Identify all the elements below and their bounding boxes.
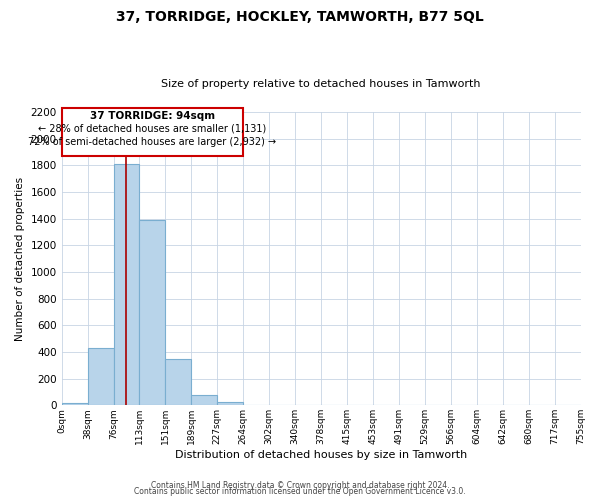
Text: ← 28% of detached houses are smaller (1,131): ← 28% of detached houses are smaller (1,… <box>38 124 266 134</box>
X-axis label: Distribution of detached houses by size in Tamworth: Distribution of detached houses by size … <box>175 450 467 460</box>
Text: 37 TORRIDGE: 94sqm: 37 TORRIDGE: 94sqm <box>90 111 215 121</box>
Bar <box>62 402 88 406</box>
Title: Size of property relative to detached houses in Tamworth: Size of property relative to detached ho… <box>161 79 481 89</box>
Bar <box>166 358 191 406</box>
Text: 72% of semi-detached houses are larger (2,932) →: 72% of semi-detached houses are larger (… <box>28 137 277 147</box>
Bar <box>243 404 269 406</box>
FancyBboxPatch shape <box>62 108 243 156</box>
Bar <box>191 394 217 406</box>
Bar <box>88 348 113 406</box>
Bar <box>217 402 243 406</box>
Bar <box>139 220 166 406</box>
Y-axis label: Number of detached properties: Number of detached properties <box>15 176 25 340</box>
Bar <box>113 164 139 406</box>
Text: Contains public sector information licensed under the Open Government Licence v3: Contains public sector information licen… <box>134 487 466 496</box>
Text: Contains HM Land Registry data © Crown copyright and database right 2024.: Contains HM Land Registry data © Crown c… <box>151 481 449 490</box>
Text: 37, TORRIDGE, HOCKLEY, TAMWORTH, B77 5QL: 37, TORRIDGE, HOCKLEY, TAMWORTH, B77 5QL <box>116 10 484 24</box>
